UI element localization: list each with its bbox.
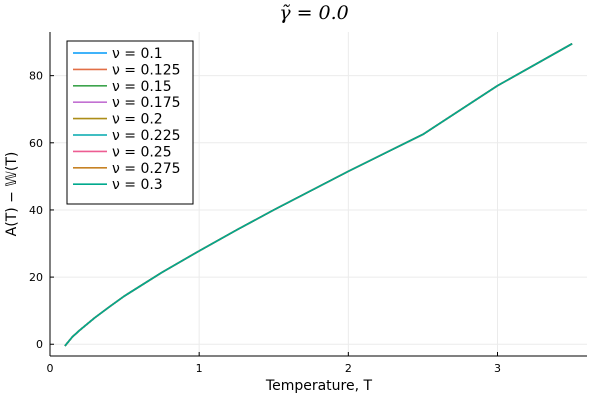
legend-label-7: ν = 0.275: [112, 161, 181, 177]
y-axis-label: A(T) − 𝕎(T): [4, 152, 20, 237]
legend-label-2: ν = 0.15: [112, 79, 172, 95]
y-tick-label: 0: [36, 338, 43, 351]
x-axis-ticks: 0 1 2 3: [47, 352, 501, 375]
legend-label-5: ν = 0.225: [112, 128, 181, 144]
legend-label-6: ν = 0.25: [112, 144, 172, 160]
grid: [49, 32, 587, 356]
y-tick-label: 20: [29, 271, 43, 284]
legend-box: [66, 40, 194, 205]
x-tick-label: 2: [345, 362, 352, 375]
legend-label-4: ν = 0.2: [112, 112, 163, 128]
series-lines: [64, 43, 573, 347]
legend-label-0: ν = 0.1: [112, 46, 163, 62]
chart-title: γ̃ = 0.0: [279, 2, 349, 24]
legend-label-1: ν = 0.125: [112, 62, 181, 78]
y-axis-ticks: 0 20 40 60 80: [29, 70, 54, 351]
y-tick-label: 60: [29, 137, 43, 150]
series-line-8: [64, 43, 573, 347]
legend-label-3: ν = 0.175: [112, 95, 181, 111]
x-axis-label: Temperature, T: [265, 378, 373, 394]
x-tick-label: 1: [196, 362, 203, 375]
legend-label-8: ν = 0.3: [112, 177, 163, 193]
x-tick-label: 3: [494, 362, 501, 375]
y-tick-label: 40: [29, 204, 43, 217]
y-tick-label: 80: [29, 70, 43, 83]
x-tick-label: 0: [47, 362, 54, 375]
